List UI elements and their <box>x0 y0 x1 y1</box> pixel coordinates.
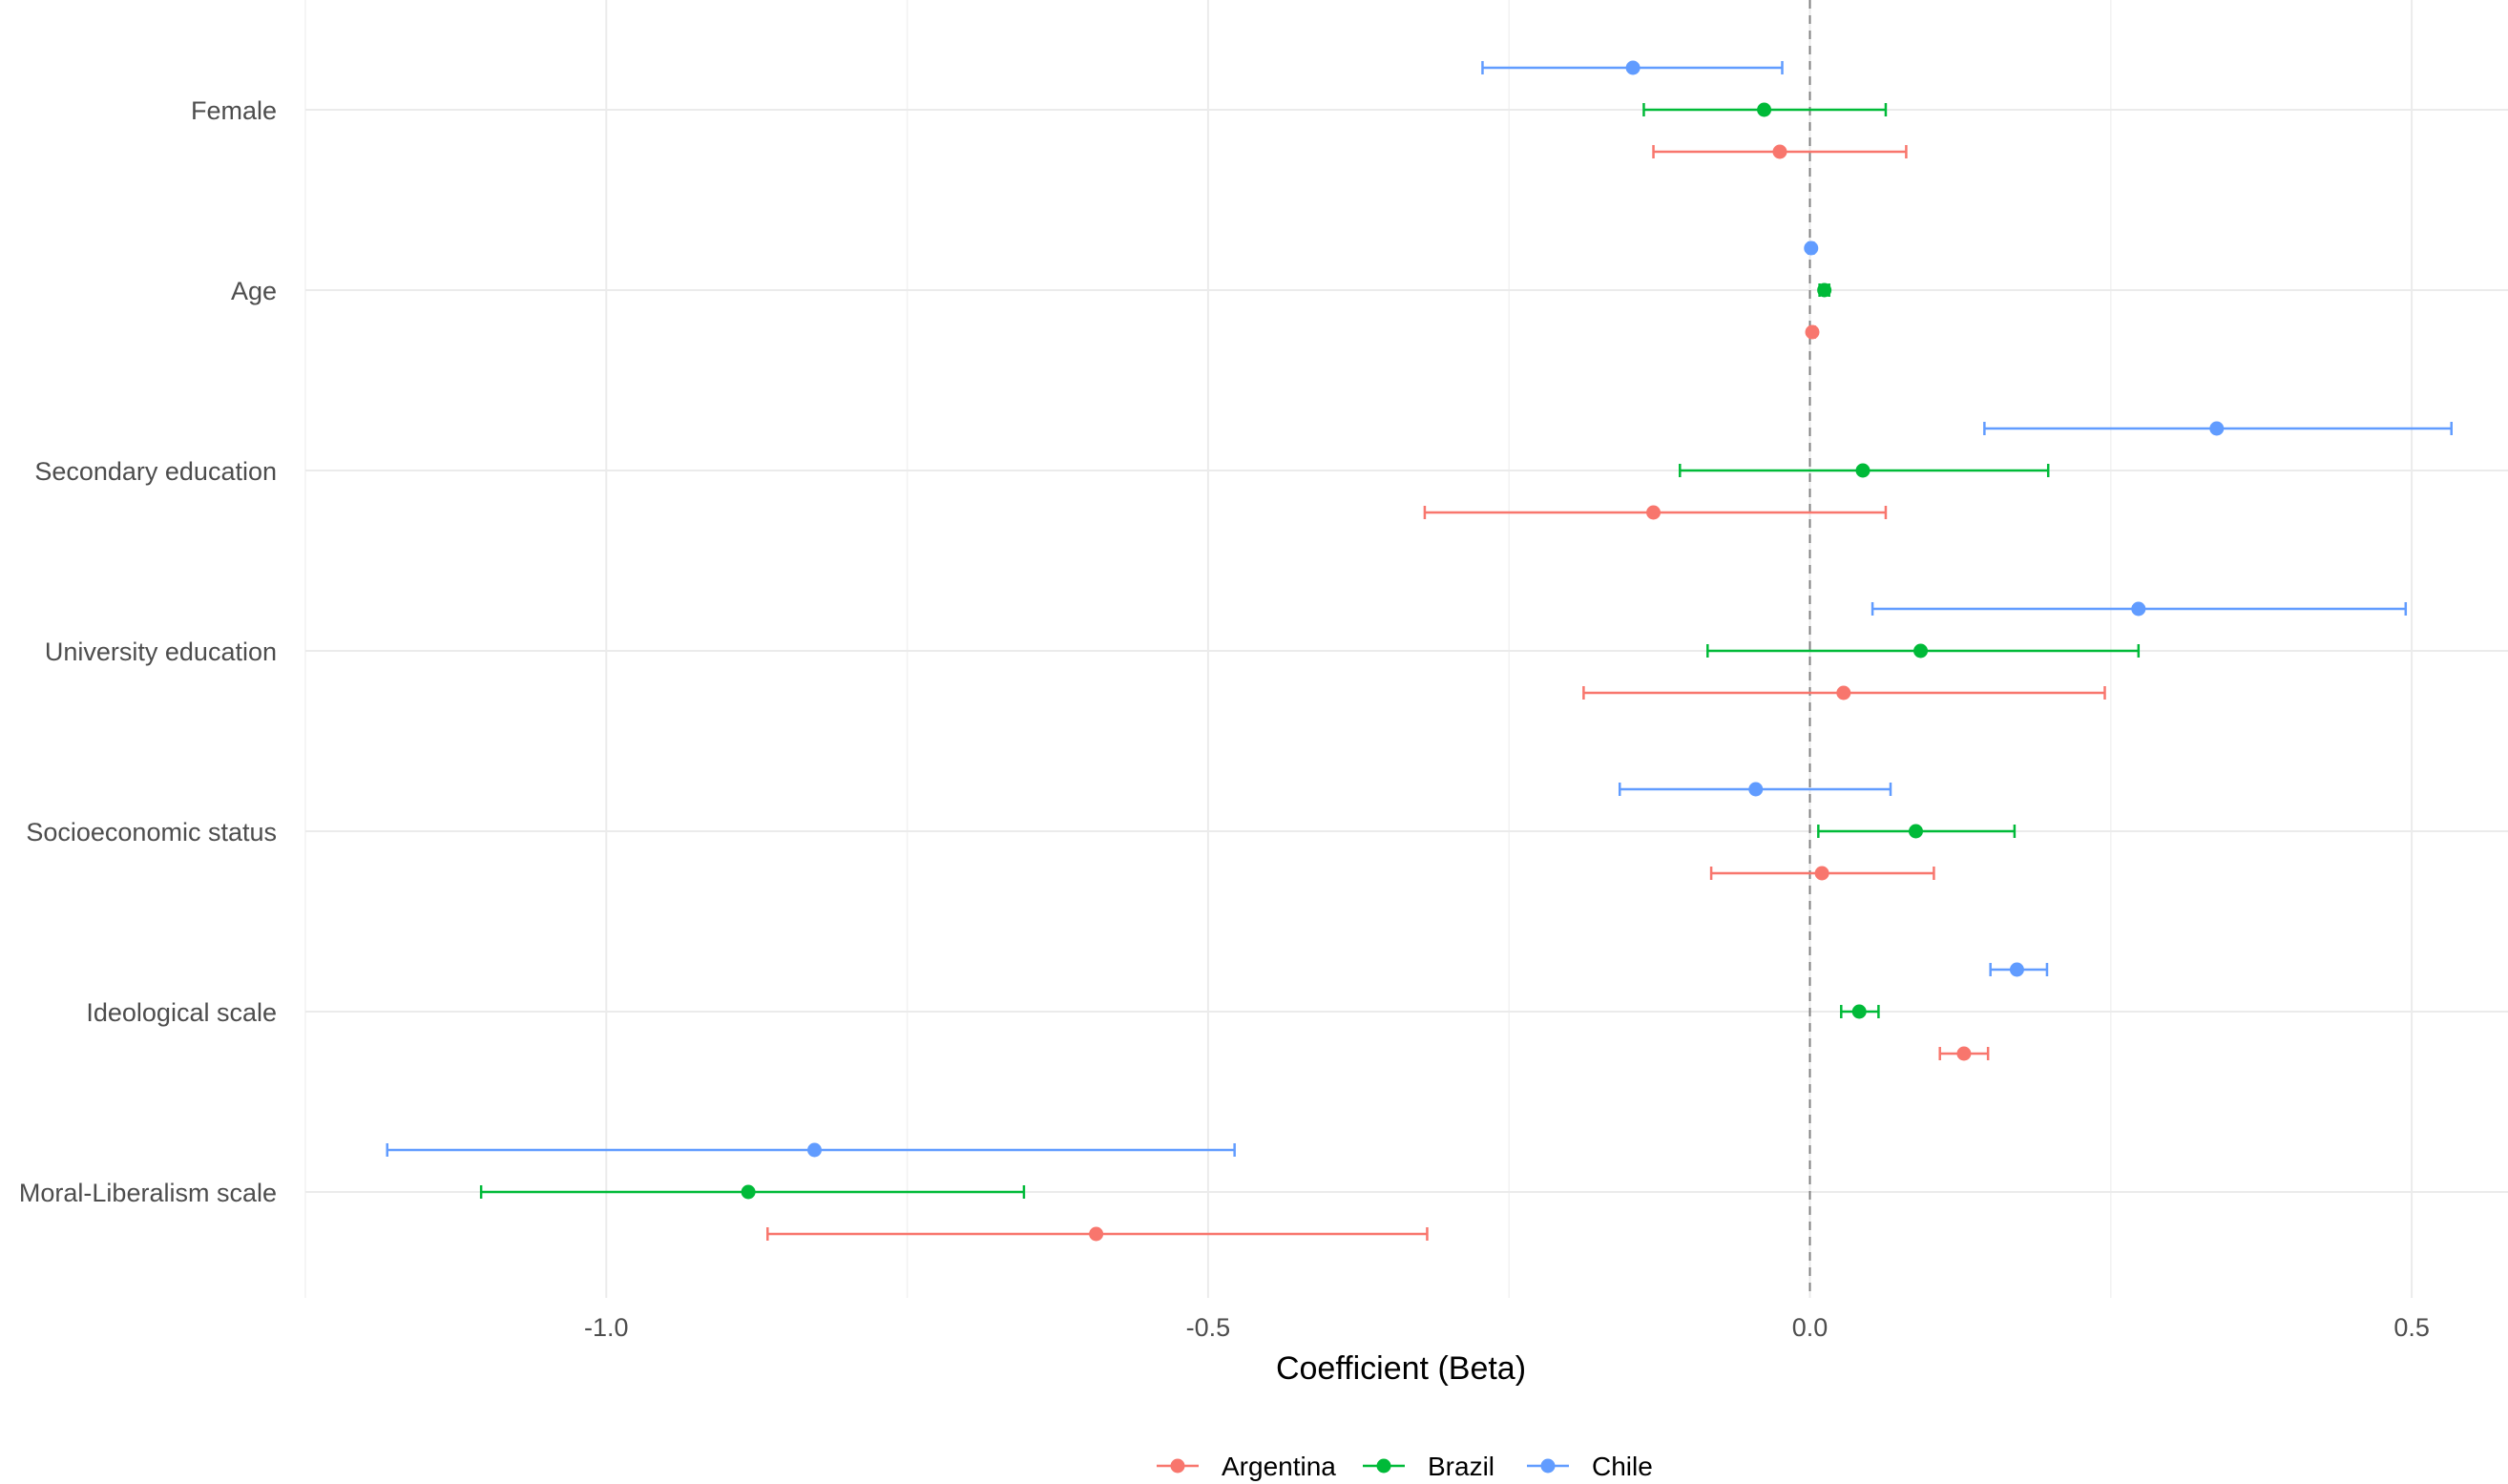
point-estimate <box>741 1184 756 1200</box>
y-tick-label: Moral-Liberalism scale <box>19 1179 277 1207</box>
point-estimate <box>2131 601 2146 617</box>
point-estimate <box>2209 421 2225 436</box>
point-estimate <box>1625 60 1641 75</box>
x-axis-labels: -1.0 -0.5 0.0 0.5 <box>584 1313 2430 1342</box>
point-estimate <box>1757 102 1772 117</box>
point-estimate <box>1908 824 1923 839</box>
x-tick-label: 0.0 <box>1792 1313 1829 1342</box>
point-estimate <box>1836 685 1851 700</box>
point-estimate <box>1814 866 1829 881</box>
point-estimate <box>1817 282 1832 298</box>
grid-layer <box>304 0 2508 1298</box>
series-brazil <box>479 102 2141 1200</box>
legend-key-point <box>1170 1458 1185 1474</box>
point-estimate <box>1646 505 1662 520</box>
series-argentina <box>766 144 2106 1242</box>
y-tick-label: Female <box>191 96 277 125</box>
point-estimate <box>1804 240 1819 256</box>
point-estimate <box>806 1142 822 1158</box>
point-estimate <box>1913 643 1929 658</box>
y-tick-label: Socioeconomic status <box>26 818 277 847</box>
y-tick-label: University education <box>45 637 277 666</box>
legend-label: Chile <box>1592 1452 1653 1481</box>
x-tick-label: -0.5 <box>1186 1313 1231 1342</box>
y-tick-label: Secondary education <box>34 457 277 486</box>
legend-key-point <box>1540 1458 1556 1474</box>
point-estimate <box>2009 962 2024 977</box>
point-estimate <box>1956 1046 1972 1061</box>
point-estimate <box>1772 144 1787 159</box>
x-tick-label: -1.0 <box>584 1313 629 1342</box>
point-estimate <box>1089 1226 1104 1242</box>
y-tick-label: Ideological scale <box>86 998 277 1027</box>
point-estimate <box>1748 782 1764 797</box>
point-estimate <box>1851 1004 1867 1019</box>
point-estimate <box>1855 463 1871 478</box>
y-tick-label: Age <box>231 277 277 305</box>
legend: Argentina Brazil Chile <box>1157 1452 1653 1481</box>
legend-key-point <box>1376 1458 1391 1474</box>
marks-layer <box>386 60 2453 1242</box>
point-estimate <box>1805 324 1820 340</box>
y-axis-labels: Female Age Secondary education University e… <box>19 96 277 1207</box>
x-tick-label: 0.5 <box>2393 1313 2430 1342</box>
series-chile <box>386 60 2453 1158</box>
legend-label: Argentina <box>1222 1452 1336 1481</box>
legend-label: Brazil <box>1428 1452 1494 1481</box>
x-axis-title: Coefficient (Beta) <box>1276 1350 1526 1387</box>
